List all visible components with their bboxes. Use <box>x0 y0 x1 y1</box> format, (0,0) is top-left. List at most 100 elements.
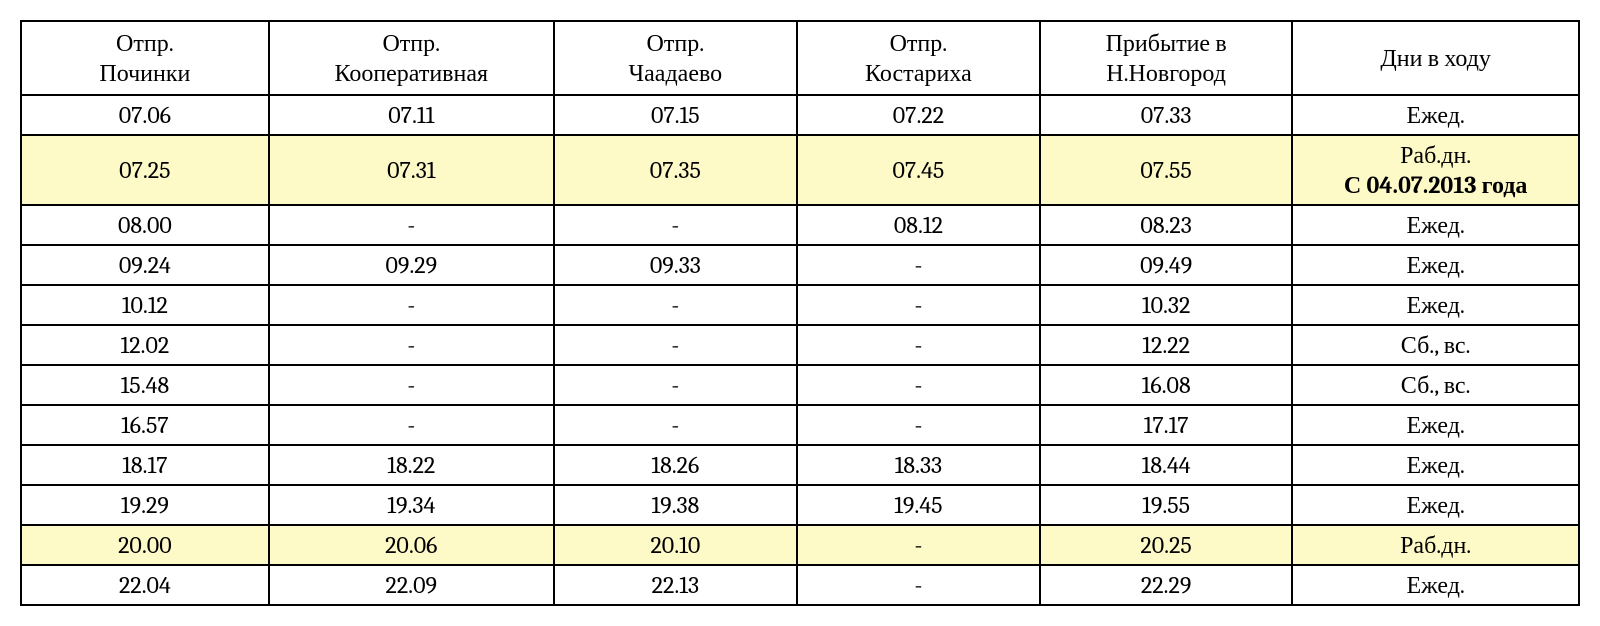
table-cell: - <box>269 325 554 365</box>
header-line: Н.Новгород <box>1106 59 1226 87</box>
table-cell: 10.32 <box>1040 285 1292 325</box>
table-cell: Ежед. <box>1292 205 1579 245</box>
table-cell: 20.06 <box>269 525 554 565</box>
table-cell: 18.33 <box>797 445 1040 485</box>
header-line: Отпр. <box>382 29 440 57</box>
schedule-table: Отпр. Починки Отпр. Кооперативная Отпр. … <box>20 20 1580 606</box>
table-cell: 09.24 <box>21 245 269 285</box>
table-cell: - <box>554 205 797 245</box>
header-line: Отпр. <box>647 29 705 57</box>
table-cell: - <box>554 285 797 325</box>
table-cell: 19.34 <box>269 485 554 525</box>
header-line: Отпр. <box>890 29 948 57</box>
table-cell: 07.45 <box>797 135 1040 205</box>
table-cell: 16.57 <box>21 405 269 445</box>
table-cell: 22.04 <box>21 565 269 605</box>
schedule-table-container: Отпр. Починки Отпр. Кооперативная Отпр. … <box>20 20 1580 606</box>
header-line: Отпр. <box>116 29 174 57</box>
table-cell: 12.22 <box>1040 325 1292 365</box>
table-cell: - <box>269 405 554 445</box>
table-row: 15.48---16.08Сб., вс. <box>21 365 1579 405</box>
table-body: 07.0607.1107.1507.2207.33Ежед.07.2507.31… <box>21 95 1579 605</box>
table-cell: 07.06 <box>21 95 269 135</box>
table-cell: 07.25 <box>21 135 269 205</box>
table-cell: - <box>554 405 797 445</box>
table-header-cell: Прибытие в Н.Новгород <box>1040 21 1292 95</box>
table-cell-text: Раб.дн. <box>1400 141 1471 169</box>
table-row: 10.12---10.32Ежед. <box>21 285 1579 325</box>
table-cell: Ежед. <box>1292 245 1579 285</box>
table-cell: 18.22 <box>269 445 554 485</box>
table-cell: - <box>797 405 1040 445</box>
table-cell: Ежед. <box>1292 445 1579 485</box>
table-cell: Ежед. <box>1292 285 1579 325</box>
table-row: 09.2409.2909.33-09.49Ежед. <box>21 245 1579 285</box>
table-row: 07.0607.1107.1507.2207.33Ежед. <box>21 95 1579 135</box>
table-row: 19.2919.3419.3819.4519.55Ежед. <box>21 485 1579 525</box>
table-row: 16.57---17.17Ежед. <box>21 405 1579 445</box>
table-cell: 19.45 <box>797 485 1040 525</box>
table-cell: Ежед. <box>1292 405 1579 445</box>
table-cell: 22.29 <box>1040 565 1292 605</box>
table-cell: 19.29 <box>21 485 269 525</box>
table-cell: 07.33 <box>1040 95 1292 135</box>
table-cell: - <box>797 565 1040 605</box>
table-cell: - <box>269 205 554 245</box>
header-line: Кооперативная <box>335 59 489 87</box>
table-cell: - <box>797 285 1040 325</box>
table-header-cell: Отпр. Кооперативная <box>269 21 554 95</box>
table-row: 18.1718.2218.2618.3318.44Ежед. <box>21 445 1579 485</box>
table-cell: 16.08 <box>1040 365 1292 405</box>
table-cell: 07.11 <box>269 95 554 135</box>
table-header-cell: Дни в ходу <box>1292 21 1579 95</box>
table-cell: 07.31 <box>269 135 554 205</box>
table-cell: 20.00 <box>21 525 269 565</box>
table-row: 08.00--08.1208.23Ежед. <box>21 205 1579 245</box>
table-cell: - <box>554 365 797 405</box>
table-cell: 08.00 <box>21 205 269 245</box>
table-cell: - <box>797 365 1040 405</box>
table-row: 22.0422.0922.13-22.29Ежед. <box>21 565 1579 605</box>
table-cell: - <box>797 325 1040 365</box>
table-cell: - <box>269 285 554 325</box>
table-cell: 18.44 <box>1040 445 1292 485</box>
header-line: Костариха <box>865 59 972 87</box>
table-cell: - <box>554 325 797 365</box>
table-cell: 19.55 <box>1040 485 1292 525</box>
table-cell: 12.02 <box>21 325 269 365</box>
header-line: Починки <box>99 59 190 87</box>
header-line: Дни в ходу <box>1380 44 1491 72</box>
table-cell: 07.22 <box>797 95 1040 135</box>
table-cell: Сб., вс. <box>1292 365 1579 405</box>
table-row: 12.02---12.22Сб., вс. <box>21 325 1579 365</box>
table-header-cell: Отпр. Чаадаево <box>554 21 797 95</box>
table-cell: 20.25 <box>1040 525 1292 565</box>
table-header-row: Отпр. Починки Отпр. Кооперативная Отпр. … <box>21 21 1579 95</box>
table-cell: Сб., вс. <box>1292 325 1579 365</box>
header-line: Прибытие в <box>1106 29 1227 57</box>
table-cell: 08.23 <box>1040 205 1292 245</box>
table-cell: 20.10 <box>554 525 797 565</box>
table-cell: - <box>269 365 554 405</box>
table-cell: 22.09 <box>269 565 554 605</box>
table-cell: Раб.дн. <box>1292 525 1579 565</box>
table-cell: 18.17 <box>21 445 269 485</box>
table-cell: Ежед. <box>1292 95 1579 135</box>
table-cell: 09.29 <box>269 245 554 285</box>
header-line: Чаадаево <box>629 59 723 87</box>
table-cell: 22.13 <box>554 565 797 605</box>
table-cell: - <box>797 245 1040 285</box>
table-cell: 09.33 <box>554 245 797 285</box>
table-cell: 07.35 <box>554 135 797 205</box>
table-cell: 07.55 <box>1040 135 1292 205</box>
table-row: 20.0020.0620.10-20.25Раб.дн. <box>21 525 1579 565</box>
table-cell: 10.12 <box>21 285 269 325</box>
table-cell: 19.38 <box>554 485 797 525</box>
table-cell: Ежед. <box>1292 565 1579 605</box>
table-cell-subnote: С 04.07.2013 года <box>1301 170 1570 200</box>
table-cell: 08.12 <box>797 205 1040 245</box>
table-cell: 17.17 <box>1040 405 1292 445</box>
table-header-cell: Отпр. Починки <box>21 21 269 95</box>
table-cell: 07.15 <box>554 95 797 135</box>
table-cell: 18.26 <box>554 445 797 485</box>
